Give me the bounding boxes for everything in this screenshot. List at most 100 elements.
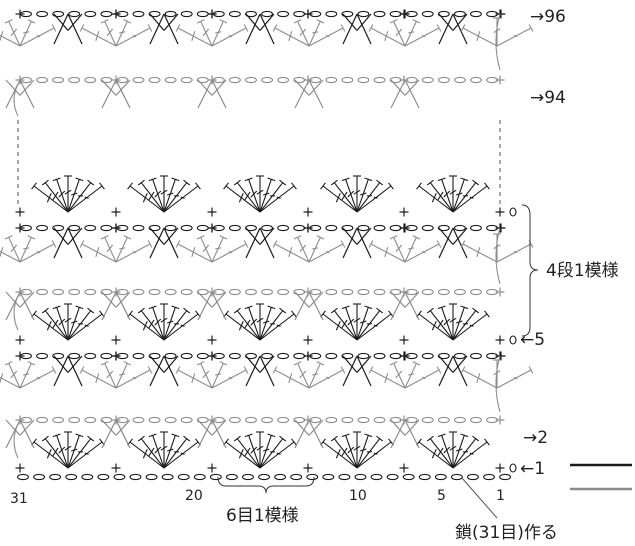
treble-stitch-cross	[360, 448, 367, 452]
treble-stitch	[356, 310, 381, 341]
treble-stitch	[496, 369, 532, 389]
treble-stitch	[452, 438, 477, 469]
treble-stitch	[356, 441, 392, 469]
cluster-stitch	[115, 79, 131, 109]
cluster-stitch	[101, 291, 117, 308]
stitch-number-1: 1	[496, 488, 505, 504]
cluster-stitch	[149, 227, 165, 245]
treble-stitch	[356, 185, 392, 213]
treble-stitch-cross	[476, 31, 481, 42]
cluster-stitch	[149, 227, 165, 259]
chain-stitch	[145, 473, 158, 481]
treble-stitch-cross	[71, 192, 78, 196]
treble-stitch	[333, 182, 358, 213]
chain-stitch	[84, 288, 97, 296]
treble-stitch	[200, 363, 213, 389]
chain-stitch	[450, 473, 463, 481]
treble-stitch-cross	[408, 31, 415, 34]
treble-stitch-top	[320, 182, 326, 190]
treble-stitch	[452, 313, 488, 341]
cluster-stitch	[211, 419, 227, 436]
chain-stitch	[132, 76, 145, 84]
treble-stitch-cross	[119, 373, 126, 376]
chain-stitch	[84, 352, 97, 360]
treble-stitch-cross	[456, 320, 463, 324]
treble-stitch	[496, 27, 532, 47]
treble-stitch-cross	[64, 445, 72, 451]
treble-stitch	[308, 237, 321, 263]
treble-stitch-cross	[228, 34, 233, 38]
chain-stitch	[389, 10, 402, 18]
treble-stitch	[356, 307, 369, 341]
chain-stitch	[453, 10, 466, 18]
treble-stitch-cross	[215, 31, 222, 34]
treble-stitch	[259, 313, 295, 341]
treble-stitch-top	[330, 435, 338, 442]
slip-stitch	[509, 335, 517, 345]
treble-stitch-cross	[299, 370, 307, 379]
treble-stitch-top	[437, 305, 446, 310]
chain-stitch	[97, 473, 110, 481]
turning-chain	[495, 227, 501, 285]
treble-stitch	[308, 363, 321, 389]
treble-stitch-cross	[288, 247, 293, 258]
treble-stitch	[297, 237, 310, 263]
treble-stitch	[393, 363, 406, 389]
treble-stitch-top	[484, 438, 490, 446]
chain-stitch	[470, 224, 482, 232]
treble-stitch-top	[219, 361, 228, 366]
treble-stitch-top	[364, 305, 373, 310]
treble-stitch-top	[376, 179, 384, 186]
chain-stitch	[453, 224, 466, 232]
treble-stitch-cross	[373, 452, 378, 455]
treble-stitch-cross	[58, 318, 66, 326]
treble-stitch-top	[291, 310, 297, 318]
treble-stitch-cross	[84, 196, 89, 199]
treble-stitch-cross	[64, 189, 72, 195]
treble-stitch	[19, 27, 55, 47]
treble-stitch-cross	[95, 31, 100, 42]
treble-stitch-top	[147, 24, 153, 32]
treble-stitch-top	[436, 366, 442, 374]
treble-stitch	[44, 438, 69, 469]
chain-stitch	[228, 352, 241, 360]
treble-stitch-cross	[347, 318, 355, 326]
treble-stitch-cross	[250, 318, 258, 326]
chain-stitch	[325, 352, 338, 360]
treble-stitch	[393, 237, 406, 263]
treble-stitch-cross	[335, 448, 341, 459]
cluster-stitch	[342, 227, 358, 259]
treble-stitch-top	[472, 179, 480, 186]
chain-stitch	[68, 416, 81, 424]
chain-stitch	[341, 288, 354, 296]
chain-stitch	[113, 473, 126, 481]
cluster-stitch	[53, 13, 69, 31]
chain-stitch	[293, 352, 306, 360]
treble-stitch-cross	[167, 320, 174, 324]
cluster-stitch	[259, 355, 275, 387]
treble-stitch-cross	[513, 34, 518, 38]
treble-stitch-top	[75, 177, 84, 182]
chain-stitch	[341, 76, 354, 84]
treble-stitch	[163, 310, 188, 341]
chain-stitch	[245, 10, 257, 18]
treble-stitch-cross	[449, 445, 457, 451]
treble-stitch-cross	[191, 373, 196, 384]
treble-stitch-top	[368, 240, 374, 248]
treble-stitch	[81, 369, 117, 389]
cluster-stitch	[308, 291, 324, 321]
cluster-stitch	[452, 227, 468, 259]
treble-stitch	[333, 438, 358, 469]
chain-stitch	[293, 10, 306, 18]
treble-stitch	[462, 369, 498, 389]
cluster-stitch	[115, 291, 131, 321]
cluster-stitch	[197, 79, 213, 96]
treble-stitch-top	[340, 240, 346, 248]
chain-stitch	[68, 76, 81, 84]
vertical-repeat-label: 4段1模様	[546, 261, 619, 281]
chain-stitch	[164, 224, 177, 232]
chain-stitch	[68, 10, 81, 18]
treble-stitch-top	[279, 307, 287, 314]
treble-stitch-top	[364, 433, 373, 438]
treble-stitch-cross	[36, 34, 41, 38]
